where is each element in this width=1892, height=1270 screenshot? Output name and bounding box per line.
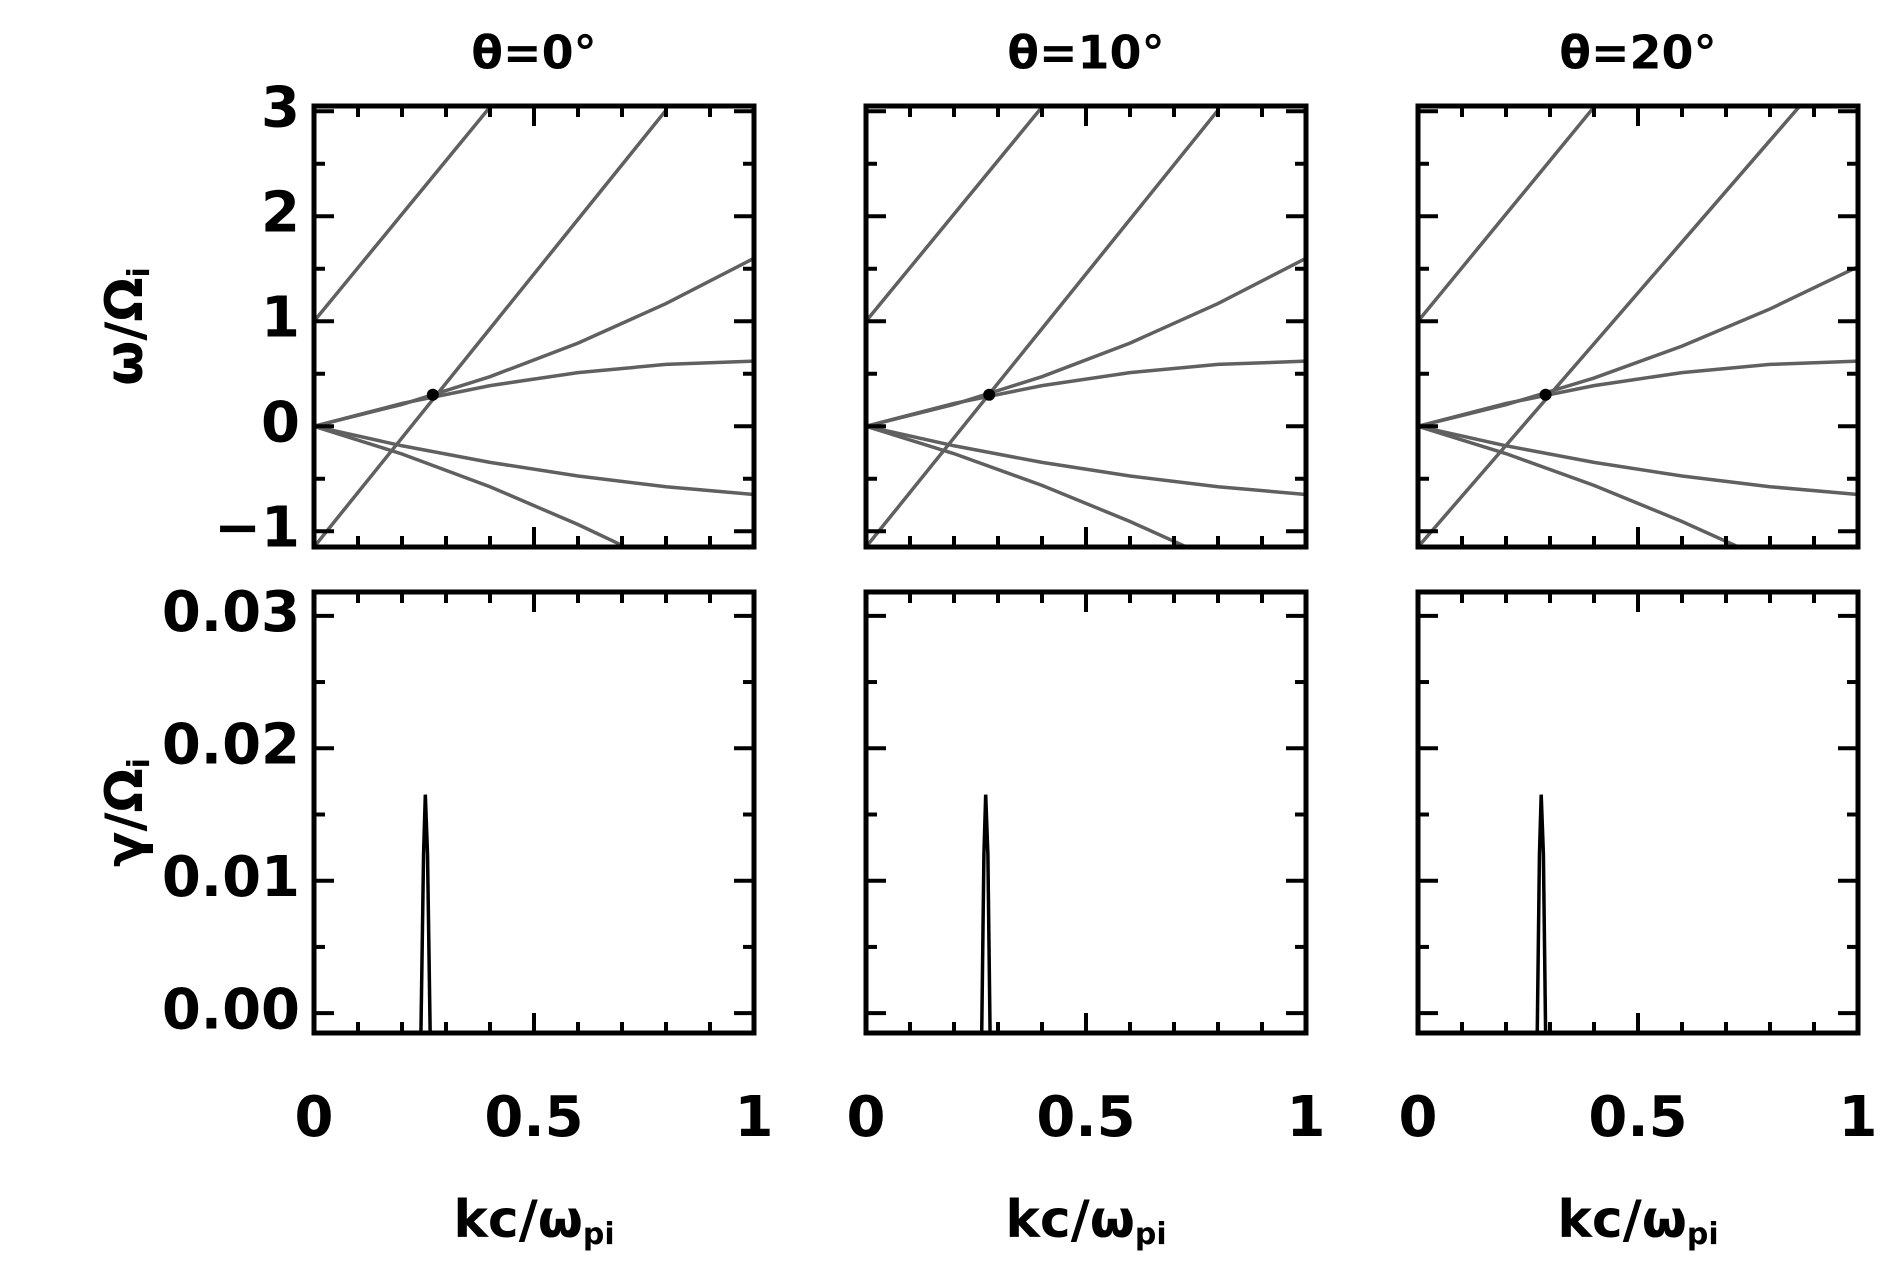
x-axis-label: kc/ωpi xyxy=(1005,1190,1166,1252)
y-axis-label-main: γ/Ω xyxy=(95,768,155,867)
x-axis-label-main: kc/ω xyxy=(1005,1190,1135,1250)
series-line xyxy=(866,424,1306,497)
series-line xyxy=(866,256,1306,428)
panel-title: θ=10° xyxy=(1007,26,1164,80)
plot-frame xyxy=(863,589,1309,1036)
plot-frame xyxy=(1415,103,1861,550)
x-axis-label-sub: pi xyxy=(1687,1217,1719,1252)
x-tick-label: 0 xyxy=(295,1085,334,1150)
plot-frame xyxy=(311,589,757,1036)
x-tick-label: 1 xyxy=(1839,1085,1878,1150)
y-tick-label: 0.00 xyxy=(162,977,300,1042)
y-tick-label: 3 xyxy=(261,75,300,140)
marker xyxy=(426,388,439,401)
series-line xyxy=(979,794,992,1033)
x-tick-label: 0 xyxy=(1399,1085,1438,1150)
series-line xyxy=(1418,106,1596,323)
x-tick-label: 1 xyxy=(735,1085,774,1150)
x-axis-label-main: kc/ω xyxy=(1557,1190,1687,1250)
series-line xyxy=(314,424,623,547)
series-line xyxy=(1418,106,1803,547)
x-axis-label-sub: pi xyxy=(583,1217,615,1252)
y-tick-label: 0.03 xyxy=(162,580,300,645)
series-line xyxy=(314,359,754,428)
series-line xyxy=(866,359,1306,428)
y-tick-label: 0 xyxy=(261,390,300,455)
plot-frame xyxy=(311,103,757,550)
marker xyxy=(1539,388,1552,401)
x-tick-label: 1 xyxy=(1287,1085,1326,1150)
y-axis-label: γ/Ωi xyxy=(95,758,157,867)
series-line xyxy=(314,424,754,497)
series-line xyxy=(419,794,432,1033)
series-line xyxy=(866,424,1188,547)
x-axis-label: kc/ωpi xyxy=(453,1190,614,1252)
marker xyxy=(983,388,996,401)
x-tick-label: 0.5 xyxy=(1588,1085,1687,1150)
x-axis-label-main: kc/ω xyxy=(453,1190,583,1250)
x-axis-label: kc/ωpi xyxy=(1557,1190,1718,1252)
panel-title: θ=20° xyxy=(1559,26,1716,80)
y-tick-label: 0.02 xyxy=(162,712,300,777)
y-axis-label-sub: i xyxy=(122,267,157,277)
x-tick-label: 0 xyxy=(847,1085,886,1150)
series-line xyxy=(314,106,492,323)
series-line xyxy=(1418,424,1858,497)
plot-frame xyxy=(863,103,1309,550)
x-tick-label: 0.5 xyxy=(1036,1085,1135,1150)
y-axis-label-main: ω/Ω xyxy=(95,277,155,385)
series-line xyxy=(314,109,668,547)
series-line xyxy=(314,256,754,428)
plot-frame xyxy=(1415,589,1861,1036)
y-tick-label: 0.01 xyxy=(162,845,300,910)
y-tick-label: −1 xyxy=(214,495,300,560)
series-line xyxy=(1418,424,1740,547)
x-axis-label-sub: pi xyxy=(1135,1217,1167,1252)
y-tick-label: 1 xyxy=(261,285,300,350)
series-line xyxy=(866,109,1220,547)
y-axis-label-sub: i xyxy=(122,758,157,768)
series-line xyxy=(866,106,1044,323)
y-axis-label: ω/Ωi xyxy=(95,267,157,386)
series-line xyxy=(1535,794,1548,1033)
x-tick-label: 0.5 xyxy=(484,1085,583,1150)
panel-title: θ=0° xyxy=(471,26,596,80)
series-line xyxy=(1418,359,1858,428)
y-tick-label: 2 xyxy=(261,180,300,245)
